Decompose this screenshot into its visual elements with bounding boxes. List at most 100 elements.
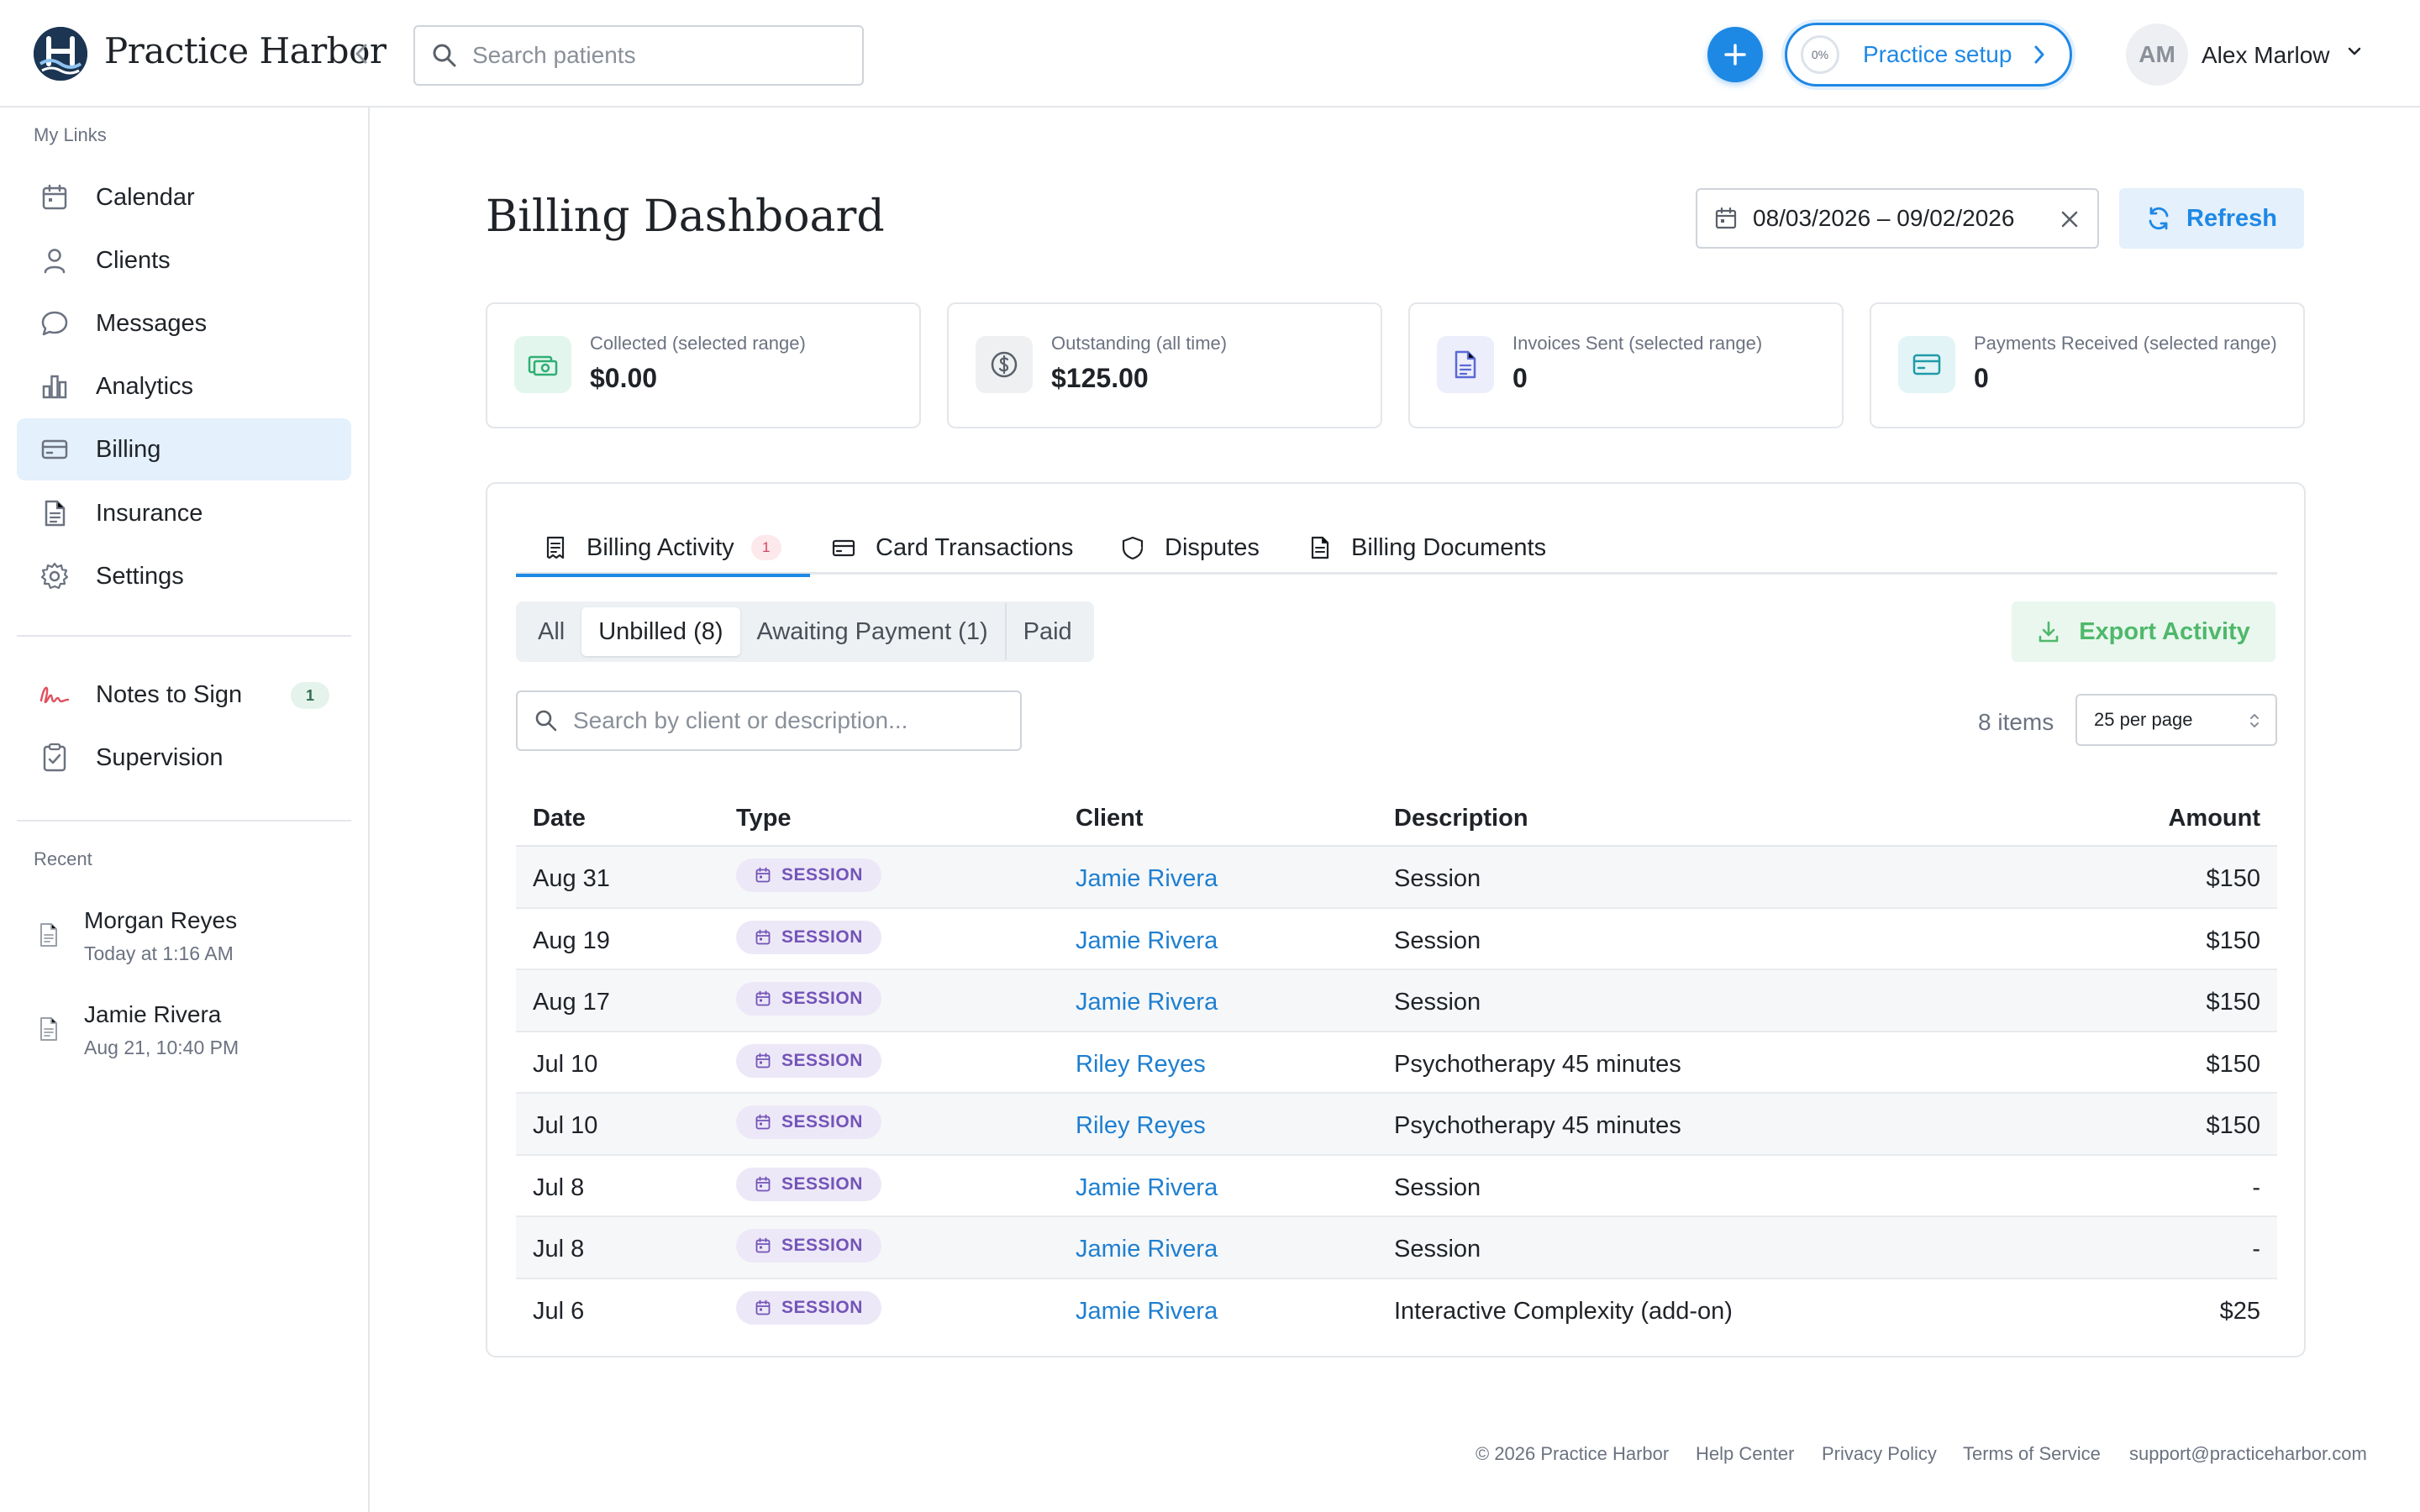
sidebar-divider [17, 635, 351, 637]
cell-client-link[interactable]: Jamie Rivera [1076, 865, 1218, 892]
filter-divider [1004, 603, 1007, 660]
table-row[interactable]: Jul 6 SESSION Jamie Rivera Interactive Comp… [516, 1279, 2277, 1341]
cell-client-link[interactable]: Jamie Rivera [1076, 927, 1218, 954]
calendar-icon [755, 990, 771, 1007]
table-row[interactable]: Aug 17 SESSION Jamie Rivera Session $150 [516, 970, 2277, 1032]
table-row[interactable]: Jul 10 SESSION Riley Reyes Psychotherapy 45… [516, 1032, 2277, 1094]
session-type-badge: SESSION [736, 982, 881, 1016]
sidebar-item-settings[interactable]: Settings [17, 545, 351, 607]
add-button[interactable] [1707, 27, 1763, 82]
cell-client-link[interactable]: Jamie Rivera [1076, 1297, 1218, 1325]
collapse-sidebar-icon[interactable] [348, 39, 375, 69]
cell-description: Psychotherapy 45 minutes [1394, 1050, 1681, 1078]
billing-activity-table: Date Type Client Description Amount Aug … [516, 785, 2277, 1341]
footer-support-email[interactable]: support@practiceharbor.com [2129, 1443, 2367, 1464]
calendar-icon [755, 929, 771, 946]
stat-value: 0 [1974, 363, 1989, 393]
type-label: SESSION [781, 865, 863, 885]
patient-search-input[interactable] [472, 42, 842, 69]
export-activity-label: Export Activity [2079, 617, 2250, 645]
chevron-down-icon[interactable] [2346, 45, 2363, 57]
footer-privacy-link[interactable]: Privacy Policy [1822, 1443, 1937, 1464]
cell-amount: $25 [2219, 1297, 2260, 1325]
cell-client-link[interactable]: Jamie Rivera [1076, 1173, 1218, 1201]
date-range-value: 08/03/2026 – 09/02/2026 [1753, 205, 2015, 231]
activity-search-box[interactable] [516, 690, 1022, 751]
user-name[interactable]: Alex Marlow [2202, 42, 2330, 68]
column-header-amount[interactable]: Amount [2168, 805, 2260, 832]
stat-label: Outstanding (all time) [1051, 333, 1228, 354]
refresh-icon [2146, 206, 2171, 231]
stat-card-payments-received: Payments Received (selected range) 0 [1870, 302, 2305, 428]
stat-card-collected: Collected (selected range) $0.00 [486, 302, 921, 428]
tab-label: Disputes [1165, 533, 1260, 561]
footer-help-link[interactable]: Help Center [1696, 1443, 1795, 1464]
per-page-select[interactable]: 25 per page [2075, 694, 2277, 746]
sidebar: My Links Calendar Clients Messages Analy… [0, 108, 370, 1512]
activity-search-input[interactable] [573, 707, 1010, 734]
cell-description: Session [1394, 1173, 1481, 1201]
patient-search-box[interactable] [413, 25, 864, 86]
table-row[interactable]: Aug 19 SESSION Jamie Rivera Session $150 [516, 909, 2277, 970]
cell-client-link[interactable]: Riley Reyes [1076, 1112, 1206, 1139]
practice-setup-label: Practice setup [1863, 41, 2012, 67]
type-label: SESSION [781, 1050, 863, 1070]
tab-disputes[interactable]: Disputes [1121, 521, 1260, 575]
bar-chart-icon [39, 370, 71, 402]
tab-count-badge: 1 [750, 535, 781, 560]
date-range-picker[interactable]: 08/03/2026 – 09/02/2026 [1696, 188, 2099, 249]
tab-label: Card Transactions [876, 533, 1074, 561]
export-activity-button[interactable]: Export Activity [2012, 601, 2275, 662]
recent-item-time: Aug 21, 10:40 PM [84, 1037, 239, 1058]
filter-all[interactable]: All [538, 617, 566, 645]
sidebar-item-notes-to-sign[interactable]: Notes to Sign 1 [17, 664, 351, 726]
column-header-date[interactable]: Date [533, 805, 586, 832]
footer-copyright: © 2026 Practice Harbor [1476, 1443, 1670, 1464]
calendar-icon [755, 1299, 771, 1316]
cell-client-link[interactable]: Riley Reyes [1076, 1050, 1206, 1078]
sidebar-item-messages[interactable]: Messages [17, 292, 351, 354]
top-bar: Practice Harbor 0% Practice setup AM Ale… [0, 0, 2420, 108]
sidebar-item-insurance[interactable]: Insurance [17, 482, 351, 544]
recent-item-jamie-rivera[interactable]: Jamie Rivera Aug 21, 10:40 PM [17, 986, 351, 1070]
column-header-client[interactable]: Client [1076, 805, 1144, 832]
sidebar-item-label: Billing [96, 435, 161, 463]
table-row[interactable]: Jul 8 SESSION Jamie Rivera Session - [516, 1217, 2277, 1279]
sidebar-item-label: Analytics [96, 372, 194, 400]
tab-card-transactions[interactable]: Card Transactions [832, 521, 1073, 575]
tab-billing-activity[interactable]: Billing Activity 1 [516, 521, 810, 577]
close-icon[interactable] [2059, 208, 2081, 230]
stat-label: Payments Received (selected range) [1974, 333, 2277, 354]
signature-icon [39, 679, 71, 711]
sidebar-item-calendar[interactable]: Calendar [17, 166, 351, 228]
filter-paid[interactable]: Paid [1023, 617, 1072, 645]
type-label: SESSION [781, 989, 863, 1008]
cell-description: Session [1394, 1236, 1481, 1263]
session-type-badge: SESSION [736, 1290, 881, 1325]
refresh-button[interactable]: Refresh [2119, 188, 2304, 249]
search-icon [534, 709, 558, 732]
tab-billing-documents[interactable]: Billing Documents [1309, 521, 1546, 575]
filter-awaiting-payment[interactable]: Awaiting Payment (1) [756, 617, 988, 645]
brand-logo-icon[interactable] [34, 27, 87, 81]
card-icon [1898, 336, 1955, 393]
sidebar-item-billing[interactable]: Billing [17, 418, 351, 480]
table-row[interactable]: Jul 10 SESSION Riley Reyes Psychotherapy 45… [516, 1094, 2277, 1156]
cell-client-link[interactable]: Jamie Rivera [1076, 1236, 1218, 1263]
cell-client-link[interactable]: Jamie Rivera [1076, 989, 1218, 1016]
sidebar-item-clients[interactable]: Clients [17, 229, 351, 291]
sidebar-item-analytics[interactable]: Analytics [17, 355, 351, 417]
practice-setup-button[interactable]: 0% Practice setup [1785, 23, 2072, 87]
table-row[interactable]: Jul 8 SESSION Jamie Rivera Session - [516, 1156, 2277, 1217]
sidebar-item-supervision[interactable]: Supervision [17, 727, 351, 789]
table-row[interactable]: Aug 31 SESSION Jamie Rivera Session $150 [516, 847, 2277, 909]
status-filter-group: All Unbilled (8) Awaiting Payment (1) Pa… [516, 601, 1094, 662]
avatar[interactable]: AM [2126, 24, 2188, 86]
sidebar-divider [17, 820, 351, 822]
cell-description: Psychotherapy 45 minutes [1394, 1112, 1681, 1139]
footer-terms-link[interactable]: Terms of Service [1963, 1443, 2101, 1464]
filter-unbilled[interactable]: Unbilled (8) [581, 607, 740, 656]
column-header-description[interactable]: Description [1394, 805, 1528, 832]
column-header-type[interactable]: Type [736, 805, 792, 832]
recent-item-morgan-reyes[interactable]: Morgan Reyes Today at 1:16 AM [17, 892, 351, 976]
